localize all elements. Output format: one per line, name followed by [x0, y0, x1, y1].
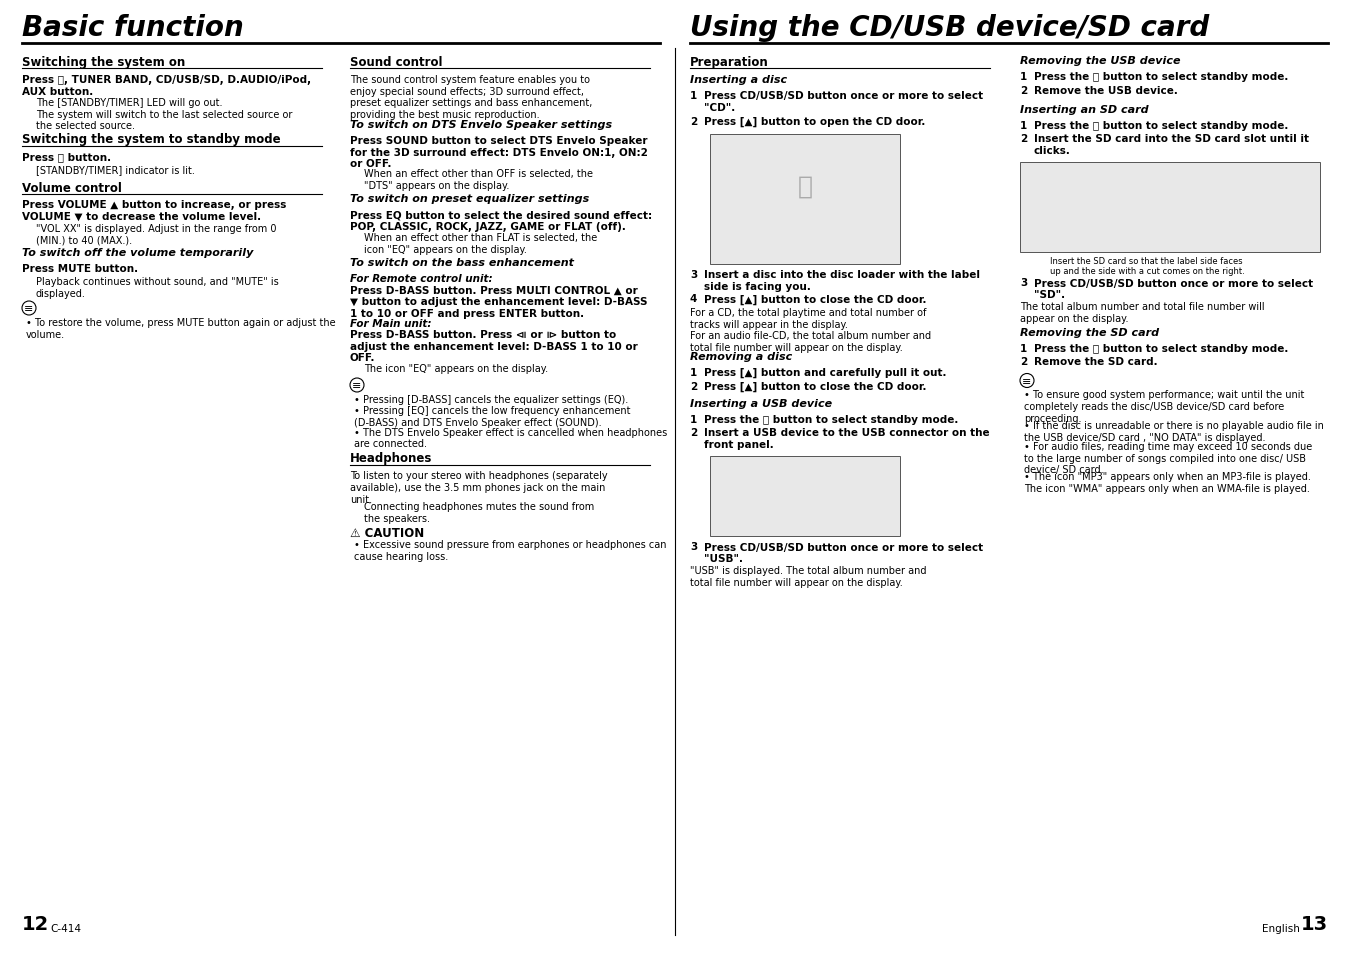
- Text: • To restore the volume, press MUTE button again or adjust the
volume.: • To restore the volume, press MUTE butt…: [26, 317, 336, 339]
- Text: Remove the USB device.: Remove the USB device.: [1034, 86, 1177, 95]
- Text: The total album number and total file number will
appear on the display.: The total album number and total file nu…: [1021, 302, 1265, 324]
- Text: Using the CD/USB device/SD card: Using the CD/USB device/SD card: [690, 14, 1210, 42]
- Text: To switch off the volume temporarily: To switch off the volume temporarily: [22, 248, 254, 258]
- Text: The icon "EQ" appears on the display.: The icon "EQ" appears on the display.: [364, 363, 548, 374]
- Text: 2: 2: [690, 381, 697, 391]
- Text: Headphones: Headphones: [350, 452, 432, 465]
- Text: Press CD/USB/SD button once or more to select
"CD".: Press CD/USB/SD button once or more to s…: [703, 91, 983, 112]
- Text: For a CD, the total playtime and total number of
tracks will appear in the displ: For a CD, the total playtime and total n…: [690, 308, 932, 353]
- Text: Press [▲] button to open the CD door.: Press [▲] button to open the CD door.: [703, 117, 925, 127]
- Text: The sound control system feature enables you to
enjoy special sound effects; 3D : The sound control system feature enables…: [350, 75, 593, 120]
- Text: 💿: 💿: [798, 174, 813, 198]
- Text: Remove the SD card.: Remove the SD card.: [1034, 356, 1157, 367]
- Text: For Remote control unit:: For Remote control unit:: [350, 274, 493, 284]
- Text: Insert the SD card so that the label side faces
up and the side with a cut comes: Insert the SD card so that the label sid…: [1050, 256, 1245, 275]
- Text: Press [▲] button to close the CD door.: Press [▲] button to close the CD door.: [703, 381, 926, 392]
- Text: Switching the system on: Switching the system on: [22, 56, 185, 69]
- Text: 12: 12: [22, 914, 49, 933]
- Text: Press the ⏻ button to select standby mode.: Press the ⏻ button to select standby mod…: [1034, 71, 1288, 82]
- Text: 1: 1: [1021, 71, 1027, 82]
- Text: To listen to your stereo with headphones (separately
available), use the 3.5 mm : To listen to your stereo with headphones…: [350, 471, 608, 504]
- Text: Connecting headphones mutes the sound from
the speakers.: Connecting headphones mutes the sound fr…: [364, 501, 594, 523]
- FancyBboxPatch shape: [710, 134, 900, 264]
- Text: To switch on preset equalizer settings: To switch on preset equalizer settings: [350, 194, 589, 204]
- Text: • The icon "MP3" appears only when an MP3-file is played.
The icon "WMA" appears: • The icon "MP3" appears only when an MP…: [1025, 472, 1311, 494]
- FancyBboxPatch shape: [1021, 162, 1320, 253]
- Text: • The DTS Envelo Speaker effect is cancelled when headphones
are connected.: • The DTS Envelo Speaker effect is cance…: [354, 427, 667, 449]
- Text: Press CD/USB/SD button once or more to select
"SD".: Press CD/USB/SD button once or more to s…: [1034, 278, 1314, 300]
- Text: Insert a USB device to the USB connector on the
front panel.: Insert a USB device to the USB connector…: [703, 428, 990, 450]
- Text: 4: 4: [690, 294, 698, 304]
- Text: C-414: C-414: [50, 923, 81, 933]
- Text: 2: 2: [690, 117, 697, 127]
- Text: 3: 3: [690, 542, 697, 552]
- Text: Playback continues without sound, and "MUTE" is
displayed.: Playback continues without sound, and "M…: [36, 276, 278, 298]
- Text: Press ⏻ button.: Press ⏻ button.: [22, 152, 111, 162]
- Text: Volume control: Volume control: [22, 181, 122, 194]
- Text: • To ensure good system performance; wait until the unit
completely reads the di: • To ensure good system performance; wai…: [1025, 390, 1304, 423]
- Text: Press the ⏻ button to select standby mode.: Press the ⏻ button to select standby mod…: [1034, 343, 1288, 354]
- Text: For Main unit:: For Main unit:: [350, 318, 432, 329]
- Text: 1: 1: [690, 415, 697, 424]
- Text: Press D-BASS button. Press ⧏ or ⧐ button to
adjust the enhancement level: D-BASS: Press D-BASS button. Press ⧏ or ⧐ button…: [350, 330, 637, 363]
- Text: ≡: ≡: [24, 304, 34, 314]
- Text: 13: 13: [1301, 914, 1328, 933]
- Text: Inserting a disc: Inserting a disc: [690, 75, 787, 85]
- Text: Press [▲] button to close the CD door.: Press [▲] button to close the CD door.: [703, 294, 926, 304]
- Text: Press the ⏻ button to select standby mode.: Press the ⏻ button to select standby mod…: [1034, 121, 1288, 131]
- Text: Press [▲] button and carefully pull it out.: Press [▲] button and carefully pull it o…: [703, 368, 946, 378]
- Text: Press SOUND button to select DTS Envelo Speaker
for the 3D surround effect: DTS : Press SOUND button to select DTS Envelo …: [350, 136, 648, 169]
- Text: To switch on DTS Envelo Speaker settings: To switch on DTS Envelo Speaker settings: [350, 120, 612, 130]
- Text: Inserting a USB device: Inserting a USB device: [690, 398, 832, 409]
- Text: • Excessive sound pressure from earphones or headphones can
cause hearing loss.: • Excessive sound pressure from earphone…: [354, 539, 667, 561]
- Text: Press D-BASS button. Press MULTI CONTROL ▲ or
▼ button to adjust the enhancement: Press D-BASS button. Press MULTI CONTROL…: [350, 285, 648, 318]
- Text: ≡: ≡: [352, 380, 362, 391]
- Text: Removing the USB device: Removing the USB device: [1021, 56, 1180, 66]
- Text: Insert a disc into the disc loader with the label
side is facing you.: Insert a disc into the disc loader with …: [703, 271, 980, 292]
- Text: 2: 2: [690, 428, 697, 438]
- Text: Basic function: Basic function: [22, 14, 244, 42]
- Text: Inserting an SD card: Inserting an SD card: [1021, 105, 1149, 115]
- Text: English: English: [1262, 923, 1300, 933]
- Text: 1: 1: [690, 368, 697, 377]
- Text: 2: 2: [1021, 134, 1027, 144]
- Text: Press MUTE button.: Press MUTE button.: [22, 264, 138, 274]
- Text: • If the disc is unreadable or there is no playable audio file in
the USB device: • If the disc is unreadable or there is …: [1025, 420, 1324, 442]
- Text: When an effect other than OFF is selected, the
"DTS" appears on the display.: When an effect other than OFF is selecte…: [364, 170, 593, 191]
- Text: Sound control: Sound control: [350, 56, 443, 69]
- Text: • For audio files, reading time may exceed 10 seconds due
to the large number of: • For audio files, reading time may exce…: [1025, 441, 1312, 475]
- FancyBboxPatch shape: [710, 456, 900, 536]
- Text: 2: 2: [1021, 356, 1027, 367]
- Text: Removing a disc: Removing a disc: [690, 352, 792, 361]
- Text: Press CD/USB/SD button once or more to select
"USB".: Press CD/USB/SD button once or more to s…: [703, 542, 983, 563]
- Text: "VOL XX" is displayed. Adjust in the range from 0
(MIN.) to 40 (MAX.).: "VOL XX" is displayed. Adjust in the ran…: [36, 223, 277, 245]
- Text: 1: 1: [1021, 121, 1027, 131]
- Text: ≡: ≡: [1022, 376, 1031, 386]
- Text: Press VOLUME ▲ button to increase, or press
VOLUME ▼ to decrease the volume leve: Press VOLUME ▲ button to increase, or pr…: [22, 200, 286, 222]
- Text: To switch on the bass enhancement: To switch on the bass enhancement: [350, 258, 574, 268]
- Text: When an effect other than FLAT is selected, the
icon "EQ" appears on the display: When an effect other than FLAT is select…: [364, 233, 597, 254]
- Text: 3: 3: [1021, 278, 1027, 288]
- Text: The [STANDBY/TIMER] LED will go out.
The system will switch to the last selected: The [STANDBY/TIMER] LED will go out. The…: [36, 98, 293, 132]
- Text: Press ⏻, TUNER BAND, CD/USB/SD, D.AUDIO/iPod,
AUX button.: Press ⏻, TUNER BAND, CD/USB/SD, D.AUDIO/…: [22, 75, 311, 96]
- Text: • Pressing [D-BASS] cancels the equalizer settings (EQ).: • Pressing [D-BASS] cancels the equalize…: [354, 395, 628, 405]
- Text: ⚠ CAUTION: ⚠ CAUTION: [350, 526, 424, 539]
- Text: "USB" is displayed. The total album number and
total file number will appear on : "USB" is displayed. The total album numb…: [690, 566, 926, 587]
- Text: 2: 2: [1021, 86, 1027, 95]
- Text: [STANDBY/TIMER] indicator is lit.: [STANDBY/TIMER] indicator is lit.: [36, 165, 194, 174]
- Text: Insert the SD card into the SD card slot until it
clicks.: Insert the SD card into the SD card slot…: [1034, 134, 1309, 156]
- Text: Press EQ button to select the desired sound effect:
POP, CLASSIC, ROCK, JAZZ, GA: Press EQ button to select the desired so…: [350, 211, 652, 232]
- Text: 1: 1: [1021, 343, 1027, 354]
- Text: 3: 3: [690, 271, 697, 280]
- Text: Removing the SD card: Removing the SD card: [1021, 327, 1160, 337]
- Text: Press the ⏻ button to select standby mode.: Press the ⏻ button to select standby mod…: [703, 415, 958, 424]
- Text: Preparation: Preparation: [690, 56, 768, 69]
- Text: 1: 1: [690, 91, 697, 101]
- Text: • Pressing [EQ] cancels the low frequency enhancement
(D-BASS) and DTS Envelo Sp: • Pressing [EQ] cancels the low frequenc…: [354, 406, 630, 428]
- Text: Switching the system to standby mode: Switching the system to standby mode: [22, 133, 281, 147]
